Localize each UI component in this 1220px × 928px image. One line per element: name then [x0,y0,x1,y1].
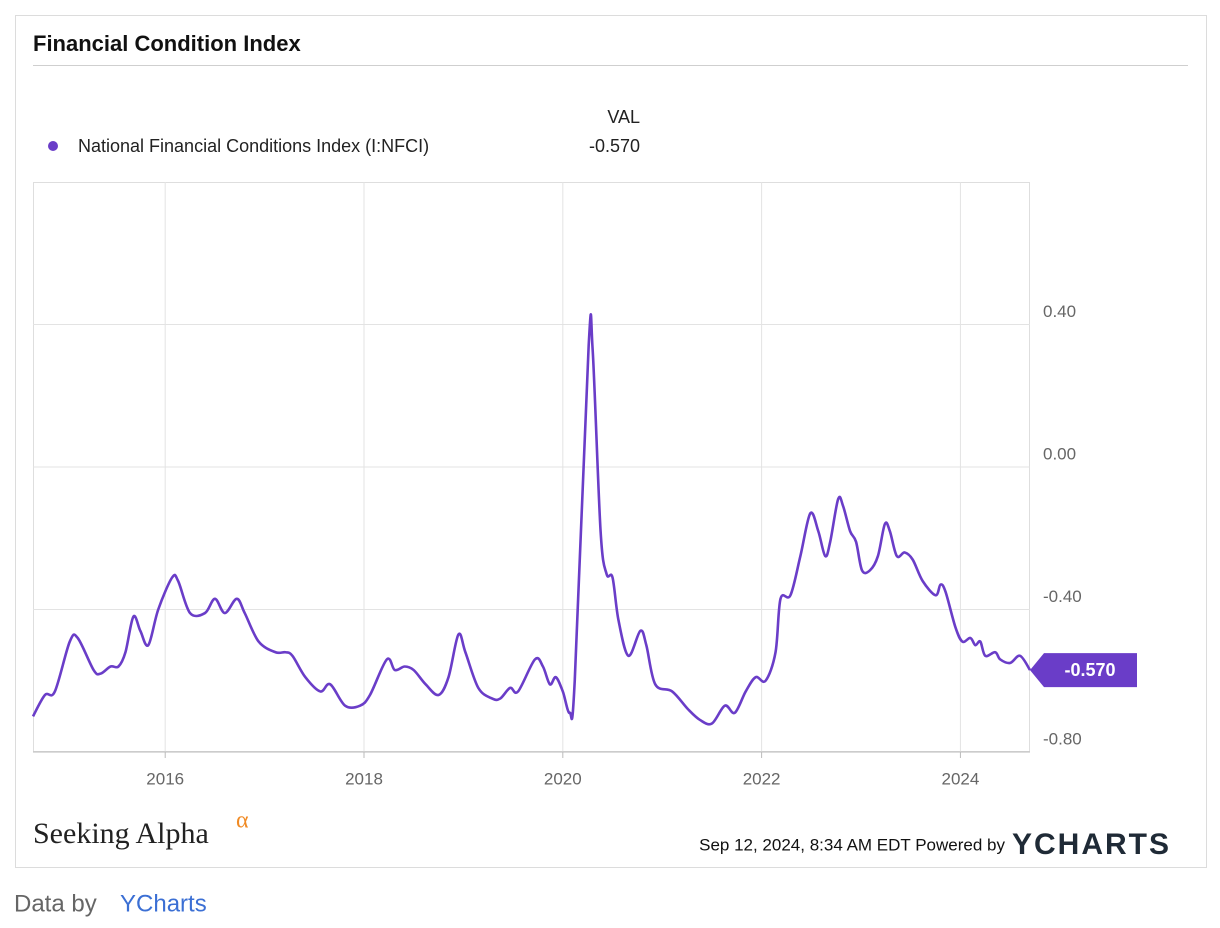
credit-link[interactable]: YCharts [120,890,207,917]
legend-label: National Financial Conditions Index (I:N… [78,136,429,156]
x-tick-label: 2018 [345,769,383,788]
last-value-flag [1030,653,1137,688]
value-header: VAL [607,107,640,127]
legend-marker [48,141,58,151]
last-value-label: -0.570 [1064,660,1115,680]
chart-title: Financial Condition Index [33,31,301,56]
brand: Seeking Alpha [33,817,209,850]
y-tick-label: 0.00 [1043,444,1076,463]
brand-mark: α [236,808,249,834]
x-tick-label: 2024 [942,769,980,788]
provider-logo: YCHARTS [1012,828,1171,861]
y-tick-label: -0.40 [1043,587,1082,606]
timestamp: Sep 12, 2024, 8:34 AM EDT Powered by [699,835,1005,854]
x-tick-label: 2022 [743,769,781,788]
y-tick-label: -0.80 [1043,729,1082,748]
credit-prefix: Data by [14,890,97,917]
x-tick-label: 2016 [146,769,184,788]
x-tick-label: 2020 [544,769,582,788]
card [15,15,1207,868]
series-line [31,313,1032,726]
y-tick-label: 0.40 [1043,302,1076,321]
current-value: -0.570 [589,136,640,156]
